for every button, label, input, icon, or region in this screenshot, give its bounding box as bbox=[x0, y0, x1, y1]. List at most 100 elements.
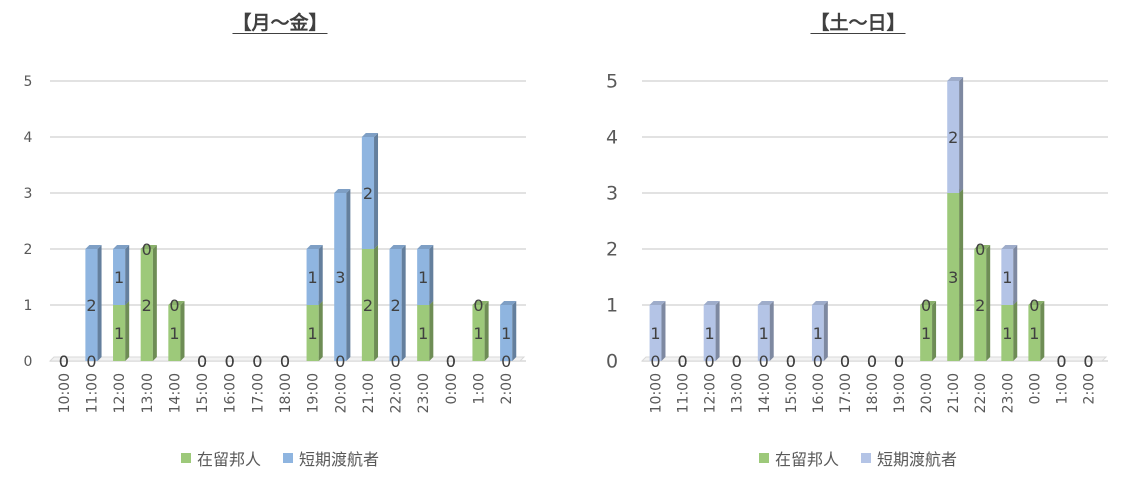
legend-swatch bbox=[283, 453, 293, 463]
x-tick-label: 18:00 bbox=[865, 373, 881, 413]
data-label: 0 bbox=[677, 352, 687, 371]
legend: 在留邦人 短期渡航者 bbox=[572, 446, 1144, 470]
data-label: 0 bbox=[390, 352, 400, 371]
bar-side bbox=[374, 133, 379, 249]
bar-segment bbox=[811, 305, 824, 361]
bar-side bbox=[97, 245, 102, 361]
bar-top bbox=[811, 301, 828, 305]
data-label: 0 bbox=[335, 352, 345, 371]
x-tick-label: 2:00 bbox=[1081, 373, 1097, 404]
x-tick-label: 23:00 bbox=[1000, 373, 1016, 413]
bar-side bbox=[429, 301, 434, 361]
data-label: 1 bbox=[1002, 268, 1012, 287]
bar-side bbox=[318, 301, 323, 361]
x-tick-label: 19:00 bbox=[892, 373, 908, 413]
data-label: 0 bbox=[446, 352, 456, 371]
bar-segment bbox=[920, 305, 933, 361]
bar-segment bbox=[1001, 249, 1014, 305]
chart-title: 【月～金】 bbox=[232, 12, 328, 34]
data-label: 0 bbox=[677, 352, 687, 371]
data-label: 0 bbox=[59, 352, 69, 371]
data-label: 0 bbox=[732, 352, 742, 371]
data-label: 0 bbox=[867, 352, 877, 371]
data-label: 0 bbox=[473, 296, 483, 315]
bar-top bbox=[85, 245, 102, 249]
bar-side bbox=[715, 301, 720, 361]
legend-item-travelers: 短期渡航者 bbox=[861, 446, 957, 470]
data-label: 1 bbox=[473, 324, 483, 343]
bar-side bbox=[986, 245, 991, 361]
bar-top bbox=[1028, 301, 1045, 305]
x-tick-label: 18:00 bbox=[278, 373, 294, 413]
y-tick-label: 2 bbox=[606, 239, 618, 261]
bar-side bbox=[1013, 301, 1018, 361]
data-label: 0 bbox=[786, 352, 796, 371]
bar-top bbox=[947, 77, 964, 81]
data-label: 3 bbox=[948, 268, 958, 287]
bar-top bbox=[472, 301, 489, 305]
bar-side bbox=[769, 301, 774, 361]
data-label: 0 bbox=[867, 352, 877, 371]
bar-segment bbox=[306, 249, 319, 305]
data-label: 0 bbox=[142, 240, 152, 259]
x-tick-label: 13:00 bbox=[140, 373, 156, 413]
data-label: 2 bbox=[142, 296, 152, 315]
data-label: 0 bbox=[225, 352, 235, 371]
data-label: 0 bbox=[813, 352, 823, 371]
x-tick-label: 14:00 bbox=[757, 373, 773, 413]
data-label: 2 bbox=[363, 296, 373, 315]
data-label: 1 bbox=[418, 268, 428, 287]
x-tick-label: 16:00 bbox=[811, 373, 827, 413]
x-tick-label: 10:00 bbox=[649, 373, 665, 413]
bar-side bbox=[823, 301, 828, 361]
bar-side bbox=[401, 245, 406, 361]
bar-side bbox=[1040, 301, 1045, 361]
data-label: 0 bbox=[446, 352, 456, 371]
y-tick-label: 1 bbox=[606, 295, 618, 317]
legend-swatch bbox=[861, 453, 871, 463]
weekday-chart-plot: 0123450010:000211:001112:002013:001014:0… bbox=[24, 74, 526, 413]
data-label: 0 bbox=[59, 352, 69, 371]
data-label: 0 bbox=[705, 352, 715, 371]
bar-side bbox=[1013, 245, 1018, 305]
weekend-chart-plot: 0123450110:000011:000112:000013:000114:0… bbox=[606, 71, 1108, 413]
x-tick-label: 17:00 bbox=[250, 373, 266, 413]
bar-side bbox=[346, 189, 351, 361]
data-label: 0 bbox=[732, 352, 742, 371]
bar-segment bbox=[113, 249, 126, 305]
bar-segment bbox=[500, 305, 513, 361]
bar-segment bbox=[417, 249, 430, 305]
x-tick-label: 2:00 bbox=[499, 373, 515, 404]
x-tick-label: 0:00 bbox=[1027, 373, 1043, 404]
bar-side bbox=[959, 77, 964, 193]
data-label: 1 bbox=[114, 324, 124, 343]
data-label: 1 bbox=[813, 324, 823, 343]
bar-segment bbox=[757, 305, 770, 361]
bar-segment bbox=[947, 81, 960, 193]
y-tick-label: 3 bbox=[24, 186, 33, 202]
data-label: 0 bbox=[280, 352, 290, 371]
data-label: 0 bbox=[894, 352, 904, 371]
data-label: 3 bbox=[335, 268, 345, 287]
x-tick-label: 14:00 bbox=[167, 373, 183, 413]
bar-top bbox=[334, 189, 351, 193]
x-tick-label: 21:00 bbox=[361, 373, 377, 413]
weekend-chart: 【土～日】 0 1 2 3 4 5 0 1 10:00 0 0 11:00 0 1 12:00 0 0 13:00… bbox=[572, 0, 1144, 489]
bar-segment bbox=[113, 305, 126, 361]
y-tick-label: 5 bbox=[606, 71, 618, 93]
legend-swatch bbox=[758, 453, 769, 463]
bar-segment bbox=[361, 249, 375, 361]
bar-side bbox=[125, 301, 130, 361]
bar-top bbox=[757, 301, 774, 305]
x-tick-label: 12:00 bbox=[112, 373, 128, 413]
legend-item-travelers: 短期渡航者 bbox=[283, 446, 379, 470]
bar-segment bbox=[1028, 305, 1041, 361]
bar-segment bbox=[334, 193, 347, 361]
data-label: 1 bbox=[650, 324, 660, 343]
bar-side bbox=[374, 245, 379, 361]
legend-label: 在留邦人 bbox=[774, 450, 839, 469]
x-tick-label: 22:00 bbox=[973, 373, 989, 413]
data-label: 0 bbox=[840, 352, 850, 371]
bar-top bbox=[361, 133, 379, 137]
bar-segment bbox=[361, 137, 375, 249]
